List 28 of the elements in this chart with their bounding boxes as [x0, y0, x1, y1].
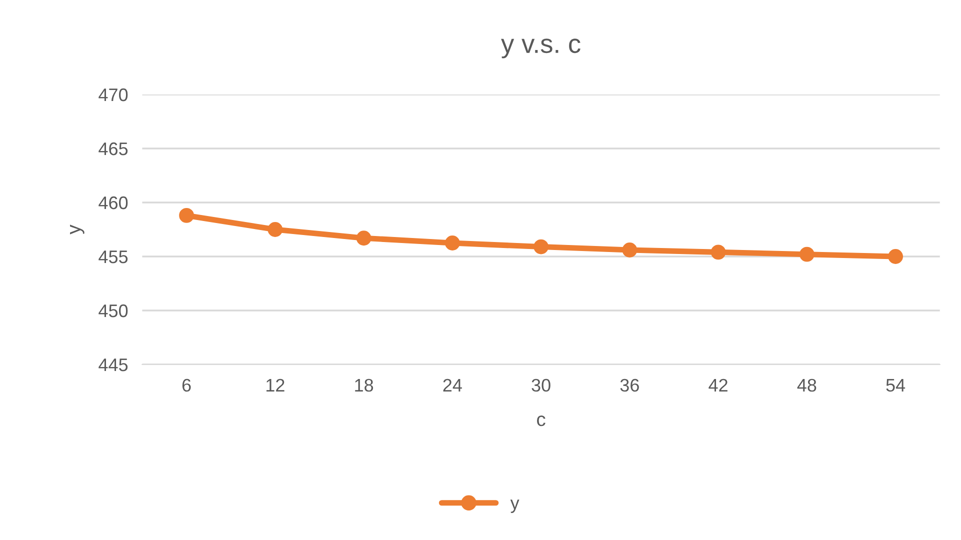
y-tick-label: 450 — [98, 304, 128, 318]
x-tick-label: 36 — [620, 378, 639, 392]
y-tick-label: 470 — [98, 88, 128, 102]
point — [710, 244, 726, 260]
point — [179, 208, 194, 223]
x-tick-label: 42 — [708, 378, 728, 392]
point — [799, 246, 814, 262]
x-tick-label: 24 — [443, 378, 462, 392]
x-tick-label: 6 — [182, 378, 191, 392]
y-tick-label: 465 — [98, 142, 128, 156]
x-tick-label: 48 — [797, 378, 816, 392]
y-tick-label: 445 — [98, 358, 128, 372]
point — [444, 236, 460, 250]
y-tick-label: 455 — [98, 250, 128, 264]
x-tick-label: 12 — [266, 378, 284, 392]
point — [888, 249, 904, 264]
x-axis-title: c — [537, 416, 546, 426]
point — [356, 230, 372, 246]
y-tick-label: 460 — [98, 196, 128, 210]
x-tick-label: 18 — [355, 378, 374, 392]
point — [534, 239, 549, 254]
chart-title: y v.s. c — [501, 38, 580, 58]
legend-label: y — [510, 500, 520, 513]
x-tick-label: 30 — [532, 378, 550, 392]
point — [268, 222, 283, 237]
point — [622, 242, 638, 258]
y-axis-title: y — [70, 224, 84, 234]
x-tick-label: 54 — [886, 379, 906, 392]
